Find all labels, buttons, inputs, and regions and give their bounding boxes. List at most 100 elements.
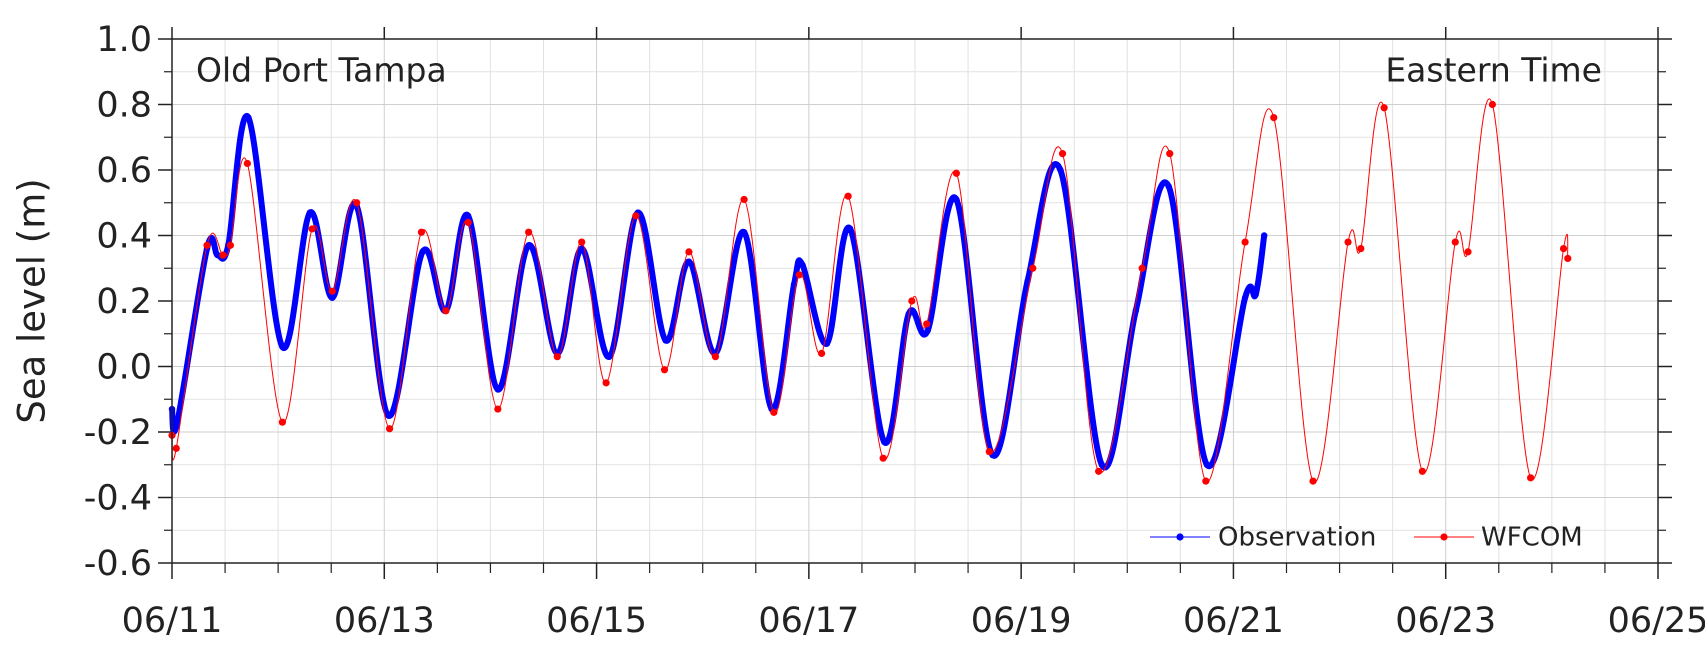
grid	[158, 27, 1672, 579]
data-point	[1138, 264, 1146, 272]
data-point	[1464, 248, 1472, 256]
data-point	[226, 241, 234, 249]
data-point	[881, 438, 888, 446]
data-point	[1488, 100, 1497, 109]
data-point	[385, 425, 394, 433]
legend-marker	[1176, 533, 1184, 541]
data-point	[243, 159, 251, 168]
data-point	[923, 320, 931, 328]
data-point	[908, 297, 916, 305]
y-axis-label: Sea level (m)	[11, 178, 54, 423]
x-tick-label: 06/21	[1183, 601, 1284, 641]
data-point	[578, 238, 586, 246]
data-point	[799, 261, 806, 269]
data-point	[1344, 238, 1352, 246]
legend-label: WFCOM	[1481, 523, 1583, 553]
data-point	[442, 307, 450, 315]
data-point	[525, 228, 533, 236]
y-tick-label: -0.4	[84, 479, 152, 519]
data-point	[1202, 477, 1210, 485]
data-point	[740, 195, 748, 204]
data-point	[464, 212, 472, 220]
x-tick-label: 06/23	[1395, 601, 1496, 641]
data-point	[1029, 264, 1037, 272]
data-point	[905, 310, 912, 318]
series-line	[169, 113, 1268, 471]
x-tick-label: 06/13	[334, 601, 435, 641]
data-point	[417, 228, 426, 236]
data-point	[1132, 307, 1139, 315]
data-point	[770, 408, 778, 416]
data-point	[328, 287, 336, 295]
data-point	[1241, 294, 1249, 301]
data-point	[306, 209, 314, 216]
data-point	[1252, 291, 1259, 298]
x-tick-label: 06/19	[971, 601, 1072, 641]
data-point	[1098, 461, 1106, 468]
y-tick-label: 0.6	[96, 151, 152, 191]
data-point	[214, 251, 221, 259]
data-point	[1527, 474, 1535, 482]
data-point	[464, 218, 472, 226]
data-point	[1564, 254, 1572, 263]
data-point	[525, 242, 532, 249]
x-tick-label: 06/15	[546, 601, 647, 641]
data-point	[1261, 232, 1268, 239]
data-point	[1357, 245, 1365, 253]
data-point	[172, 444, 180, 452]
y-tick-label: -0.6	[84, 544, 152, 584]
y-tick-label: 0.8	[96, 86, 152, 126]
data-point	[1418, 467, 1426, 475]
data-point	[953, 196, 960, 203]
legend-label: Observation	[1218, 523, 1376, 553]
data-point	[353, 199, 361, 207]
data-point	[879, 454, 887, 462]
data-point	[817, 349, 826, 357]
y-tick-label: 0.0	[96, 348, 152, 388]
data-point	[308, 225, 316, 233]
data-point	[662, 337, 669, 344]
data-point	[685, 258, 693, 265]
data-point	[1095, 467, 1103, 475]
series-line	[171, 98, 1569, 483]
data-point	[279, 343, 286, 351]
y-tick-label: -0.2	[84, 413, 152, 453]
data-point	[278, 418, 286, 426]
data-point	[385, 412, 392, 419]
x-tick-label: 06/11	[122, 601, 223, 641]
data-point	[606, 353, 613, 360]
data-point	[795, 271, 803, 279]
data-point	[740, 229, 748, 236]
data-point	[660, 366, 669, 374]
station-label: Old Port Tampa	[196, 51, 447, 90]
data-point	[952, 169, 960, 177]
data-point	[711, 353, 720, 361]
data-point	[823, 340, 831, 347]
data-point	[1058, 150, 1067, 158]
timezone-label: Eastern Time	[1385, 51, 1602, 90]
data-point	[174, 418, 181, 426]
data-point	[1451, 238, 1459, 246]
data-point	[1241, 238, 1249, 246]
plot-frame	[171, 38, 1659, 564]
data-point	[553, 353, 561, 361]
data-point	[685, 248, 693, 256]
data-point	[1203, 461, 1211, 468]
y-tick-label: 0.2	[96, 282, 152, 322]
data-point	[844, 192, 852, 200]
plot-marks	[168, 98, 1572, 485]
data-point	[494, 405, 502, 413]
data-point	[847, 225, 854, 233]
data-point	[924, 327, 931, 334]
data-point	[1057, 166, 1064, 174]
data-point	[494, 386, 502, 393]
y-tick-label: 1.0	[96, 20, 152, 60]
data-point	[1559, 245, 1568, 253]
data-point	[1309, 477, 1317, 485]
data-point	[203, 241, 211, 249]
data-point	[985, 448, 993, 456]
data-point	[1024, 278, 1031, 285]
x-tick-label: 06/25	[1608, 601, 1705, 641]
data-point	[578, 245, 585, 252]
